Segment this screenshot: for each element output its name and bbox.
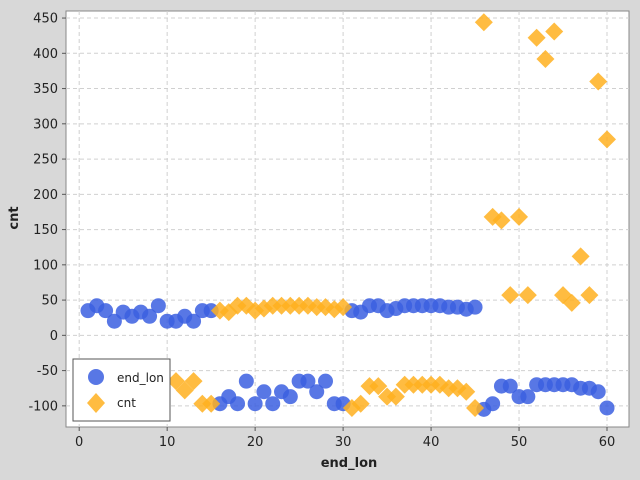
point-end-lon (300, 373, 316, 389)
x-tick-label: 50 (511, 435, 528, 450)
point-end-lon (309, 384, 325, 400)
point-cnt (501, 286, 520, 305)
y-tick-label: 50 (41, 294, 58, 309)
point-end-lon (282, 389, 298, 405)
point-cnt (202, 394, 221, 413)
y-tick-label: 150 (33, 223, 58, 238)
point-end-lon (247, 396, 263, 412)
point-cnt (598, 130, 617, 149)
x-tick-label: 0 (75, 435, 83, 450)
y-tick-label: 100 (33, 258, 58, 273)
y-tick-label: 0 (50, 329, 58, 344)
legend-label-cnt: cnt (117, 396, 136, 410)
point-end-lon (467, 299, 483, 315)
point-cnt (334, 298, 353, 317)
x-axis-title: end_lon (321, 456, 378, 471)
point-cnt (369, 377, 388, 396)
point-cnt (580, 286, 599, 305)
legend-marker-cnt (87, 393, 105, 413)
point-end-lon (590, 384, 606, 400)
point-end-lon (186, 313, 202, 329)
grid-lines (66, 11, 629, 427)
x-tick-label: 60 (599, 435, 616, 450)
plot-area (65, 10, 630, 428)
point-end-lon (265, 396, 281, 412)
point-end-lon (318, 373, 334, 389)
y-axis-ticks: -100 -50 0 50 100 150 200 250 300 350 400 450 (28, 12, 66, 414)
point-end-lon (98, 303, 114, 319)
legend: end_lon cnt (72, 358, 171, 422)
y-tick-label: -100 (28, 399, 58, 414)
point-cnt (466, 398, 485, 417)
x-tick-label: 40 (423, 435, 440, 450)
point-cnt (527, 28, 546, 47)
point-end-lon (502, 378, 518, 394)
point-cnt (184, 372, 203, 391)
point-cnt (351, 394, 370, 413)
y-tick-label: 350 (33, 82, 58, 97)
y-axis-title: cnt (7, 206, 22, 229)
legend-label-end-lon: end_lon (117, 371, 164, 385)
point-end-lon (150, 298, 166, 314)
point-end-lon (599, 400, 615, 416)
y-tick-label: 250 (33, 153, 58, 168)
x-tick-label: 10 (159, 435, 176, 450)
point-end-lon (142, 308, 158, 324)
x-axis-ticks: 0 10 20 30 40 50 60 (75, 427, 615, 450)
data-marks (80, 13, 617, 417)
point-end-lon (520, 389, 536, 405)
y-tick-label: 400 (33, 47, 58, 62)
point-cnt (474, 13, 493, 32)
point-end-lon (485, 396, 501, 412)
y-tick-label: -50 (37, 364, 58, 379)
legend-marker-end-lon (88, 369, 104, 385)
point-cnt (510, 207, 529, 226)
point-cnt (545, 22, 564, 41)
point-cnt (492, 211, 511, 230)
legend-box (72, 358, 171, 422)
point-end-lon (230, 396, 246, 412)
point-cnt (562, 293, 581, 312)
point-end-lon (256, 384, 272, 400)
x-tick-label: 30 (335, 435, 352, 450)
y-tick-label: 200 (33, 188, 58, 203)
point-cnt (571, 247, 590, 266)
x-tick-label: 20 (247, 435, 264, 450)
point-cnt (386, 387, 405, 406)
point-end-lon (238, 373, 254, 389)
y-tick-label: 450 (33, 12, 58, 27)
point-cnt (518, 286, 537, 305)
y-tick-label: 300 (33, 117, 58, 132)
point-cnt (536, 49, 555, 68)
point-cnt (589, 72, 608, 91)
point-cnt (457, 382, 476, 401)
